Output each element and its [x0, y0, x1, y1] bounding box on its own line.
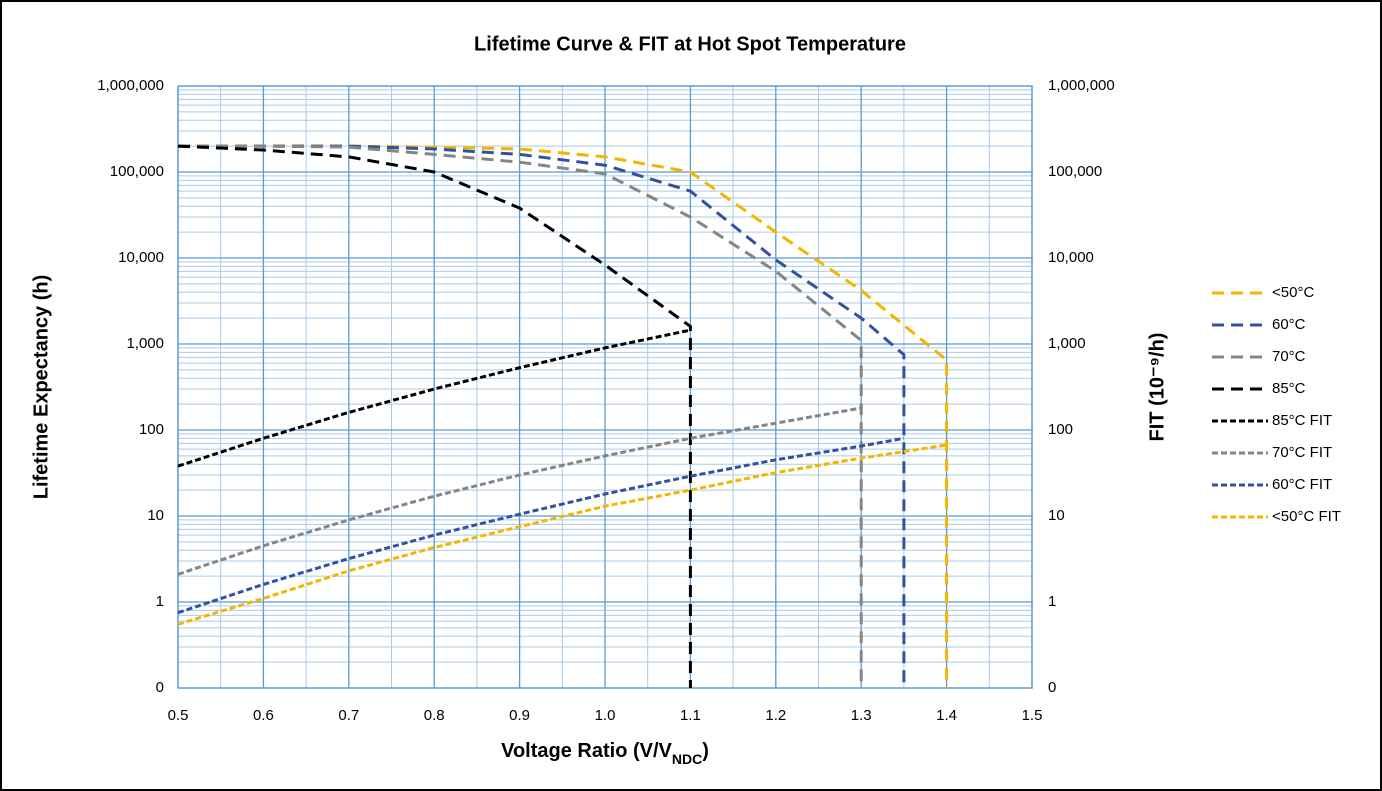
y2-axis-label: FIT (10⁻⁹/h): [1146, 333, 1168, 442]
legend-label: <50°C: [1272, 284, 1314, 301]
y2-tick-label: 1,000: [1048, 335, 1086, 352]
y-tick-label: 1,000,000: [97, 77, 164, 94]
y-tick-label: 1: [156, 593, 164, 610]
y-tick-label: 10,000: [118, 249, 164, 266]
x-tick-label: 0.6: [253, 707, 274, 724]
series-line: [177, 443, 947, 626]
x-tick-label: 0.5: [168, 707, 189, 724]
legend-label: 60°C: [1272, 316, 1306, 333]
x-tick-label: 1.4: [936, 707, 957, 724]
series-line: [177, 406, 862, 576]
series-line: [177, 328, 691, 468]
legend-label: 70°C: [1272, 348, 1306, 365]
legend-label: 60°C FIT: [1272, 476, 1332, 493]
y2-tick-label: 1: [1048, 593, 1056, 610]
y-axis-label: Lifetime Expectancy (h): [30, 275, 52, 500]
y-tick-label: 1,000: [126, 335, 164, 352]
y-tick-label: 0: [156, 679, 164, 696]
x-tick-label: 0.9: [509, 707, 530, 724]
x-tick-label: 1.1: [680, 707, 701, 724]
y2-tick-label: 10,000: [1048, 249, 1094, 266]
y2-tick-label: 1,000,000: [1048, 77, 1115, 94]
grid: [177, 85, 1033, 689]
x-tick-label: 1.5: [1022, 707, 1043, 724]
legend-label: 70°C FIT: [1272, 444, 1332, 461]
legend-label: <50°C FIT: [1272, 508, 1341, 525]
series-line: [178, 144, 863, 688]
x-label-subscript: NDC: [672, 751, 702, 767]
x-label-text: ): [702, 740, 709, 762]
x-tick-label: 1.0: [595, 707, 616, 724]
y2-tick-label: 100,000: [1048, 163, 1102, 180]
chart-title: Lifetime Curve & FIT at Hot Spot Tempera…: [474, 33, 906, 55]
y2-tick-label: 10: [1048, 507, 1065, 524]
y-tick-label: 100: [139, 421, 164, 438]
series-line: [177, 144, 692, 688]
plot-border: [177, 85, 1033, 689]
x-tick-label: 1.2: [765, 707, 786, 724]
legend-label: 85°C FIT: [1272, 412, 1332, 429]
y-tick-label: 10: [147, 507, 164, 524]
y-tick-label: 100,000: [110, 163, 164, 180]
y2-tick-label: 100: [1048, 421, 1073, 438]
x-label-text: Voltage Ratio (V/V: [501, 740, 672, 762]
x-tick-label: 1.3: [851, 707, 872, 724]
plot: [177, 144, 949, 688]
x-tick-label: 0.7: [338, 707, 359, 724]
x-tick-label: 0.8: [424, 707, 445, 724]
legend-label: 85°C: [1272, 380, 1306, 397]
series-line: [177, 436, 905, 615]
x-axis-label: Voltage Ratio (V/VNDC): [501, 740, 709, 766]
y2-tick-label: 0: [1048, 679, 1056, 696]
